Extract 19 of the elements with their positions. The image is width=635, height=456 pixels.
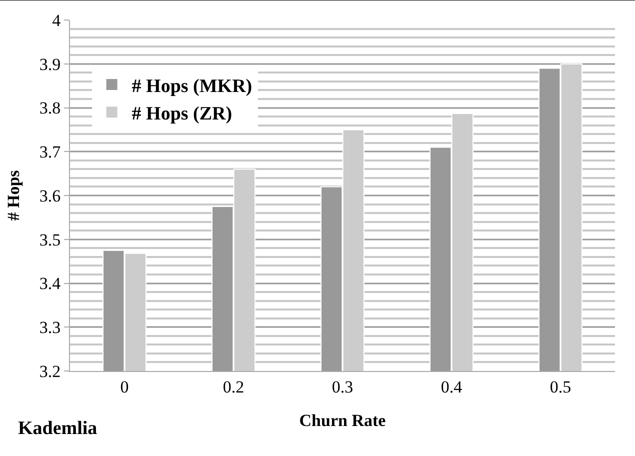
y-tick-label: 3.2 (39, 362, 61, 381)
y-tick-label: 3.9 (39, 54, 61, 74)
y-tick-label: 3.8 (39, 98, 61, 118)
y-tick-label: 3.7 (39, 142, 62, 162)
x-tick-label: 0.4 (440, 377, 463, 396)
x-tick-label: 0.5 (550, 377, 572, 396)
y-tick-label: 3.3 (39, 318, 61, 338)
x-axis-title: Churn Rate (299, 410, 386, 430)
y-tick-label: 3.5 (39, 230, 61, 250)
x-tick-label: 0.2 (222, 377, 244, 396)
y-tick-label: 4 (52, 10, 62, 30)
y-tick-label: 3.4 (39, 274, 62, 294)
y-axis-title: # Hops (4, 170, 23, 221)
y-tick-label: 3.6 (39, 186, 61, 206)
legend-label: # Hops (ZR) (132, 104, 232, 125)
x-tick-label: 0 (120, 377, 129, 396)
text: Kademlia (18, 418, 98, 439)
legend-label: # Hops (MKR) (132, 76, 252, 97)
x-tick-label: 0.3 (332, 377, 354, 396)
